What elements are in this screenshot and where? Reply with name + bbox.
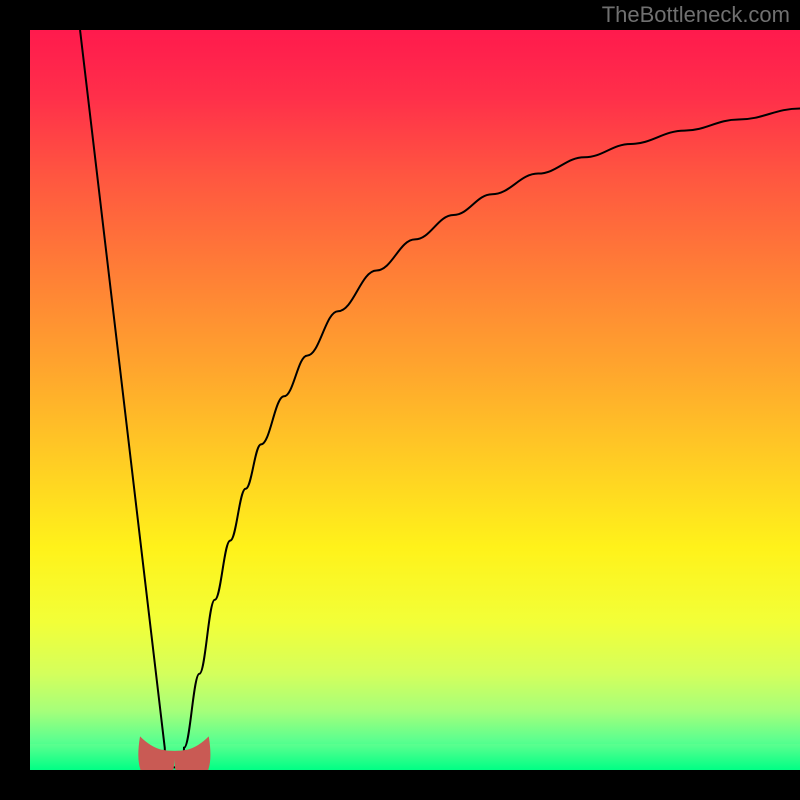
- plot-area: [30, 30, 800, 770]
- bottleneck-chart: [30, 30, 800, 770]
- gradient-background: [30, 30, 800, 770]
- chart-container: { "watermark": { "text": "TheBottleneck.…: [0, 0, 800, 800]
- watermark-text: TheBottleneck.com: [602, 2, 790, 28]
